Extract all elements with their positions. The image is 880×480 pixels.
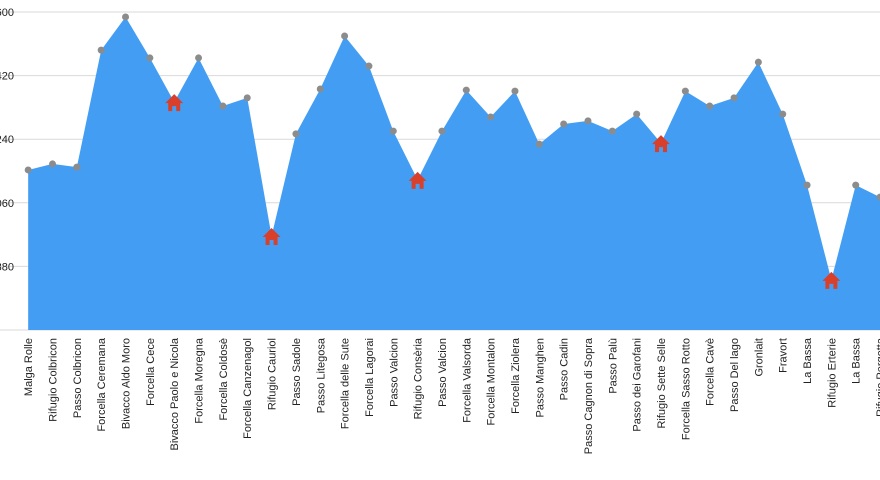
point xyxy=(754,58,762,66)
x-tick-label: Bivacco Paolo e Nicola xyxy=(169,337,181,450)
point xyxy=(365,62,373,70)
point xyxy=(633,110,641,118)
y-tick-label: 1880 xyxy=(0,261,14,273)
point xyxy=(49,160,57,168)
hut-marker xyxy=(652,135,671,153)
point xyxy=(706,102,714,110)
y-tick-label: 2060 xyxy=(0,198,14,210)
point xyxy=(462,86,470,94)
point xyxy=(316,85,324,93)
point xyxy=(341,32,349,40)
x-tick-label: Forcella Coldosè xyxy=(218,338,230,421)
x-tick-label: Forcella Sasso Rotto xyxy=(680,338,692,440)
x-tick-label: Forcella Montalon xyxy=(486,338,498,425)
y-tick-label: 2240 xyxy=(0,134,14,146)
x-tick-label: Passo Valcion xyxy=(437,338,449,407)
x-tick-label: La Bassa xyxy=(851,337,863,384)
x-tick-label: Passo Cadin xyxy=(559,338,571,400)
hut-marker xyxy=(262,228,281,246)
area xyxy=(28,16,880,330)
point xyxy=(876,193,880,201)
x-tick-label: Rifugio Sette Selle xyxy=(656,338,668,429)
point xyxy=(779,110,787,118)
x-tick-label: La Bassa xyxy=(802,337,814,384)
x-tick-label: Rifugio Pergotta xyxy=(875,337,880,417)
x-tick-label: Passo Cagnon di Sopra xyxy=(583,337,595,454)
x-tick-label: Passo dei Garofani xyxy=(632,338,644,432)
point xyxy=(730,94,738,102)
point xyxy=(97,46,105,54)
x-tick-label: Passo Manghen xyxy=(534,338,546,418)
x-tick-label: Passo Litegosa xyxy=(315,337,327,413)
point xyxy=(219,102,227,110)
x-tick-label: Passo Colbricon xyxy=(72,338,84,418)
point xyxy=(584,117,592,125)
x-tick-label: Rifugio Consèria xyxy=(413,337,425,419)
x-tick-label: Fravort xyxy=(778,338,790,373)
point xyxy=(535,140,543,148)
x-tick-label: Forcella Canzenagol xyxy=(242,338,254,439)
point xyxy=(24,166,32,174)
x-tick-label: Forcella Ceremana xyxy=(96,337,108,431)
x-tick-label: Bivacco Aldo Moro xyxy=(121,338,133,429)
x-tick-label: Forcella Moregna xyxy=(194,337,206,423)
point xyxy=(292,130,300,138)
point xyxy=(487,113,495,121)
x-tick-label: Gronlait xyxy=(753,338,765,377)
point xyxy=(243,94,251,102)
y-tick-label: 2600 xyxy=(0,7,14,19)
point xyxy=(73,163,81,171)
hut-marker xyxy=(408,171,427,189)
hut-marker xyxy=(822,271,841,289)
x-tick-label: Passo Palù xyxy=(607,338,619,394)
point xyxy=(803,181,811,189)
point xyxy=(608,127,616,135)
point xyxy=(560,120,568,128)
x-tick-label: Forcella Cavè xyxy=(705,338,717,406)
x-tick-label: Passo Sadole xyxy=(291,338,303,406)
hut-marker xyxy=(165,94,184,112)
point xyxy=(195,54,203,62)
point xyxy=(681,87,689,95)
point xyxy=(122,13,130,21)
x-tick-label: Rifugio Erterie xyxy=(826,338,838,408)
point xyxy=(146,54,154,62)
x-tick-label: Forcella delle Sute xyxy=(340,338,352,429)
x-tick-label: Rifugio Colbricon xyxy=(48,338,60,422)
x-tick-label: Passo Valcion xyxy=(388,338,400,407)
x-tick-label: Rifugio Cauriol xyxy=(267,338,279,410)
x-tick-label: Malga Rolle xyxy=(23,338,35,396)
y-tick-label: 2420 xyxy=(0,71,14,83)
point xyxy=(389,127,397,135)
x-tick-label: Forcella Lagorai xyxy=(364,338,376,417)
point xyxy=(511,87,519,95)
x-tick-label: Forcella Valsorda xyxy=(461,337,473,423)
point xyxy=(438,127,446,135)
x-tick-label: Passo Del lago xyxy=(729,338,741,412)
point xyxy=(852,181,860,189)
x-tick-label: Forcella Cece xyxy=(145,338,157,406)
x-tick-label: Forcella Ziolera xyxy=(510,337,522,414)
